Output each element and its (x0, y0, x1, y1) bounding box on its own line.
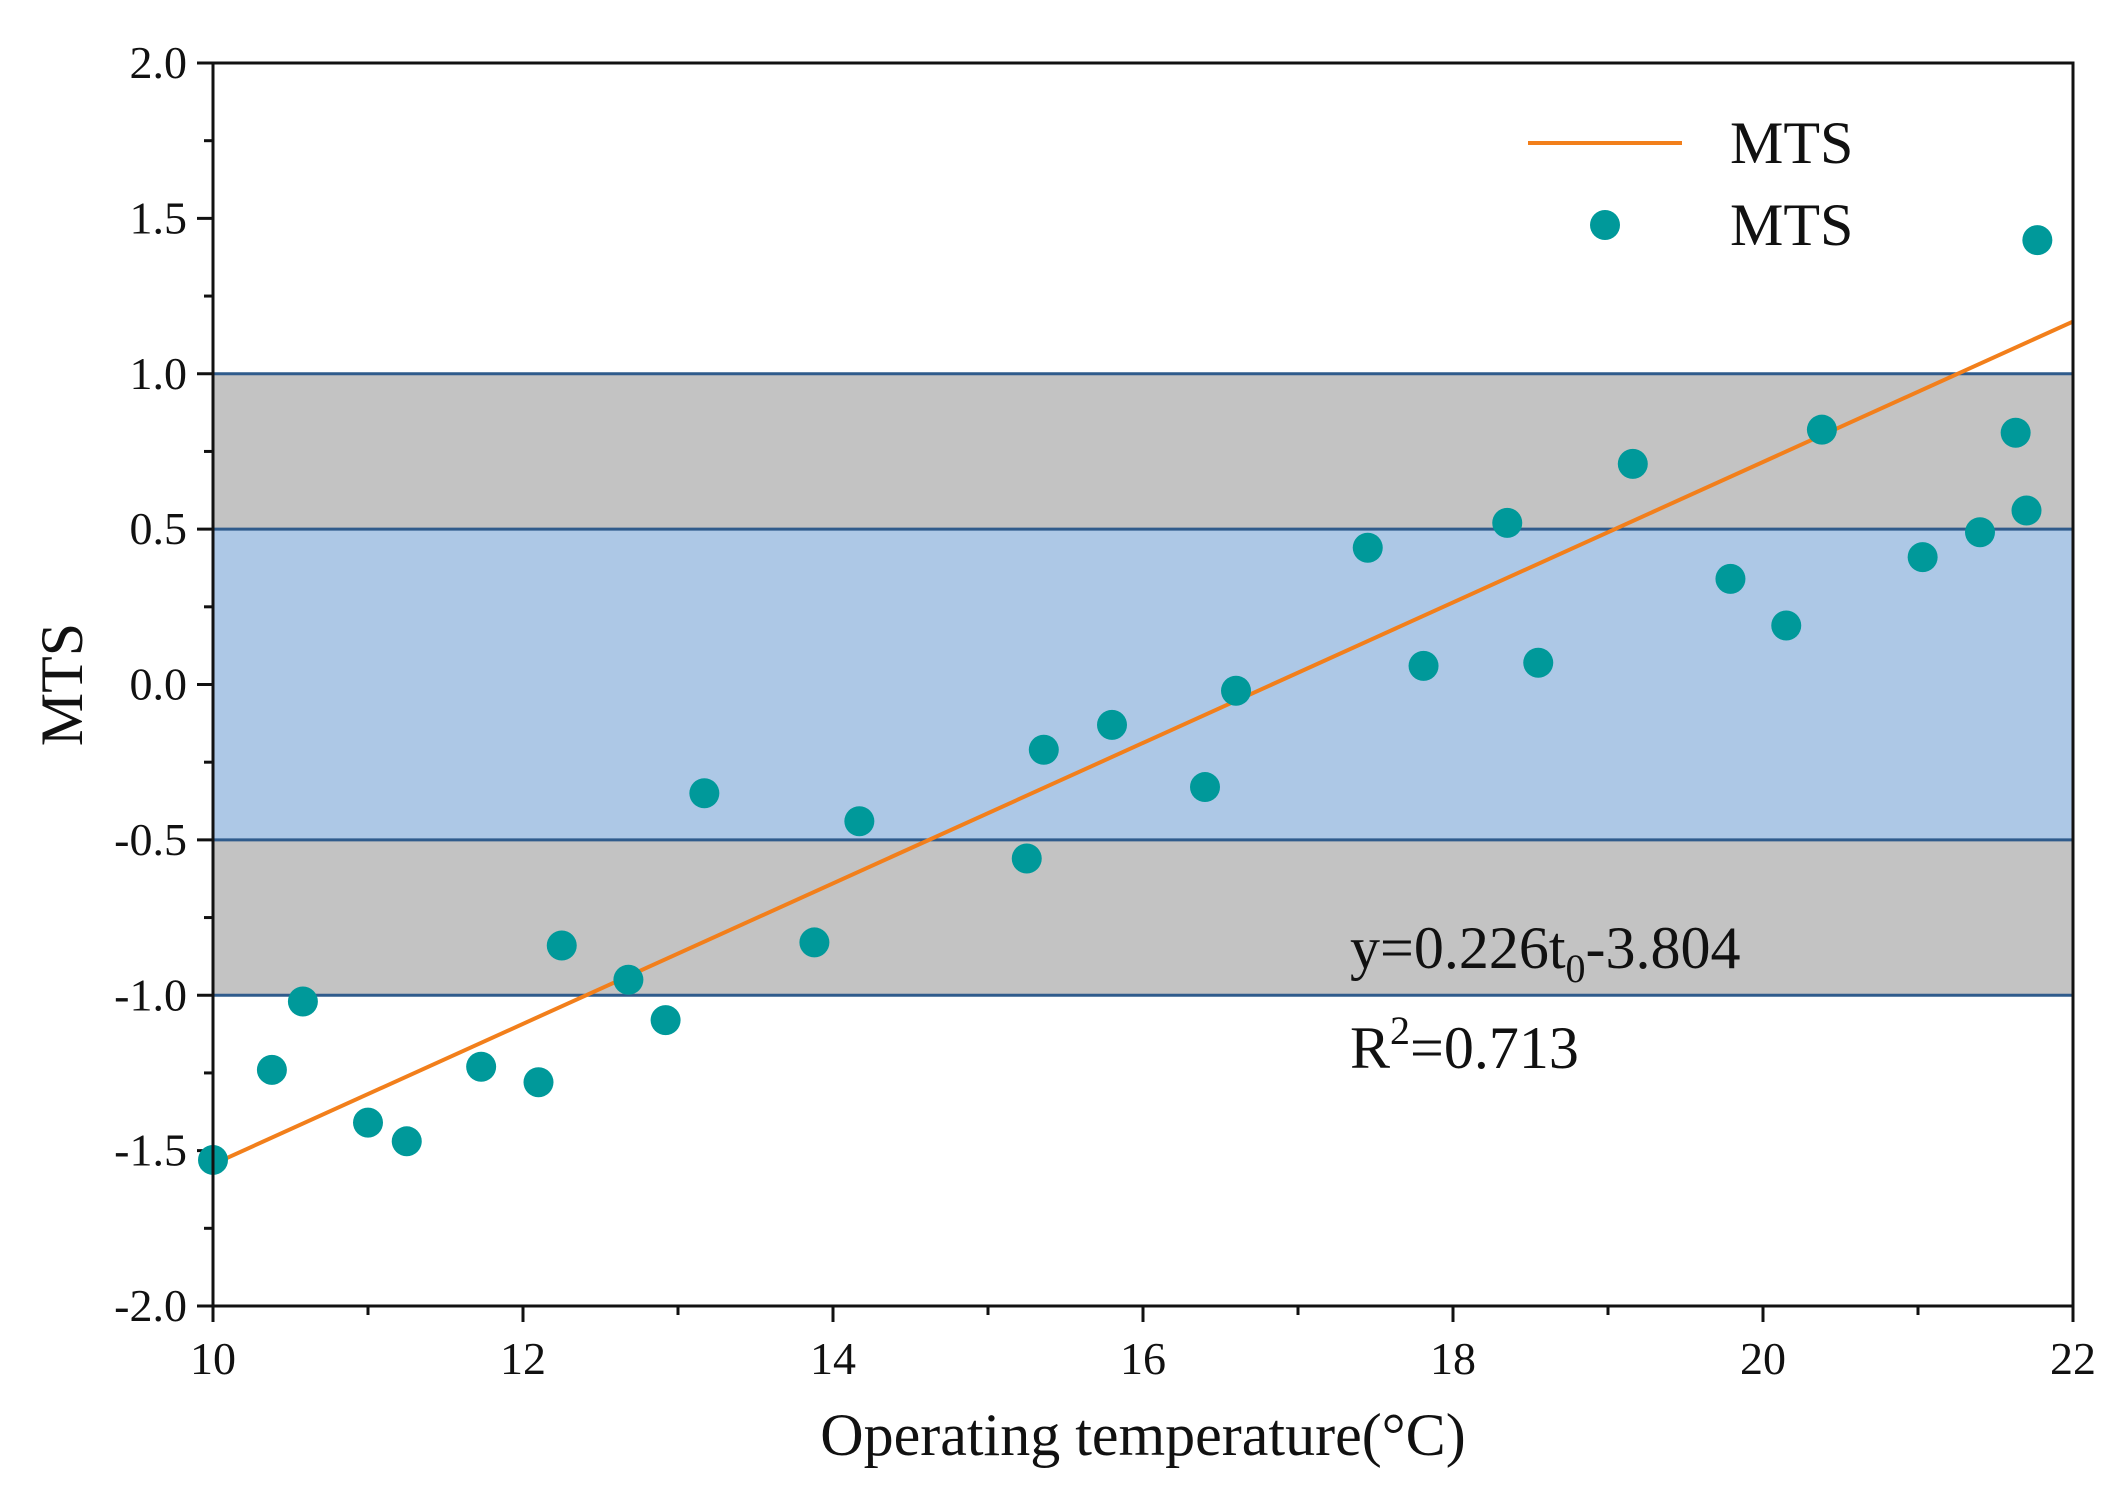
data-point (844, 806, 875, 837)
data-point (1097, 709, 1127, 740)
r2-superscript: 2 (1390, 1008, 1410, 1053)
data-point (2022, 225, 2053, 256)
band-0 (213, 839, 2073, 996)
plot-frame (211, 61, 2075, 1308)
data-point (1523, 647, 1554, 678)
x-tick-label: 18 (1430, 1333, 1476, 1384)
band-2 (213, 373, 2073, 530)
legend-dot-swatch (1590, 210, 1620, 240)
y-axis-ticks: -2.0 -1.5 -1.0 -0.5 0.0 0.5 1.0 1.5 2.0 (114, 37, 213, 1331)
data-point (799, 927, 830, 958)
data-point (1190, 772, 1220, 803)
data-point (1617, 448, 1648, 479)
comfort-bands (213, 372, 2073, 997)
data-point (650, 1005, 681, 1036)
r2-suffix: =0.713 (1410, 1015, 1579, 1081)
r-squared: R2=0.713 (1350, 1008, 1579, 1081)
data-point (391, 1126, 422, 1157)
y-tick-label: -1.5 (114, 1125, 187, 1176)
data-point (1907, 542, 1938, 573)
equation-suffix: -3.804 (1586, 915, 1741, 981)
equation-prefix: y=0.226t (1350, 915, 1566, 981)
legend-dot-label: MTS (1730, 192, 1853, 258)
y-tick-label: 1.5 (130, 192, 188, 243)
x-tick-label: 10 (190, 1333, 236, 1384)
data-points (198, 225, 2053, 1175)
data-point (613, 964, 644, 995)
data-point (1028, 734, 1059, 765)
x-tick-label: 20 (1740, 1333, 1786, 1384)
r2-prefix: R (1350, 1015, 1390, 1081)
data-point (523, 1067, 554, 1098)
regression-equation: y=0.226t0-3.804 (1350, 915, 1741, 991)
data-point (256, 1054, 287, 1085)
data-point (1715, 563, 1746, 594)
data-point (1352, 532, 1383, 563)
data-point (689, 778, 720, 809)
data-point (1011, 843, 1042, 874)
regression-line (212, 319, 2074, 1167)
y-tick-label: -2.0 (114, 1280, 187, 1331)
y-tick-label: -1.0 (114, 969, 187, 1020)
data-point (1408, 650, 1439, 681)
data-point (466, 1051, 497, 1082)
x-tick-label: 12 (500, 1333, 546, 1384)
data-point (2000, 417, 2031, 448)
data-point (1221, 675, 1251, 706)
y-tick-label: -0.5 (114, 814, 187, 865)
legend: MTS MTS (1528, 110, 1853, 258)
equation-subscript: 0 (1566, 946, 1586, 991)
y-tick-label: 0.5 (130, 503, 188, 554)
y-tick-label: 2.0 (130, 37, 188, 88)
band-1 (213, 529, 2073, 840)
data-point (1492, 507, 1523, 538)
regression-line-layer (212, 319, 2074, 1167)
data-point (1806, 414, 1837, 445)
legend-line-label: MTS (1730, 110, 1853, 176)
y-axis-title: MTS (29, 623, 95, 746)
x-tick-label: 16 (1120, 1333, 1166, 1384)
data-point (353, 1107, 383, 1138)
x-axis-ticks: 10 12 14 16 18 20 22 (190, 1306, 2096, 1384)
data-point (1771, 610, 1802, 641)
y-tick-label: 0.0 (130, 659, 188, 710)
data-point (287, 986, 318, 1017)
x-tick-label: 22 (2050, 1333, 2096, 1384)
data-point (1965, 517, 1995, 548)
data-point (2011, 495, 2042, 526)
x-axis-title: Operating temperature(°C) (820, 1402, 1465, 1468)
x-tick-label: 14 (810, 1333, 856, 1384)
y-tick-label: 1.0 (130, 348, 188, 399)
data-point (546, 930, 577, 961)
